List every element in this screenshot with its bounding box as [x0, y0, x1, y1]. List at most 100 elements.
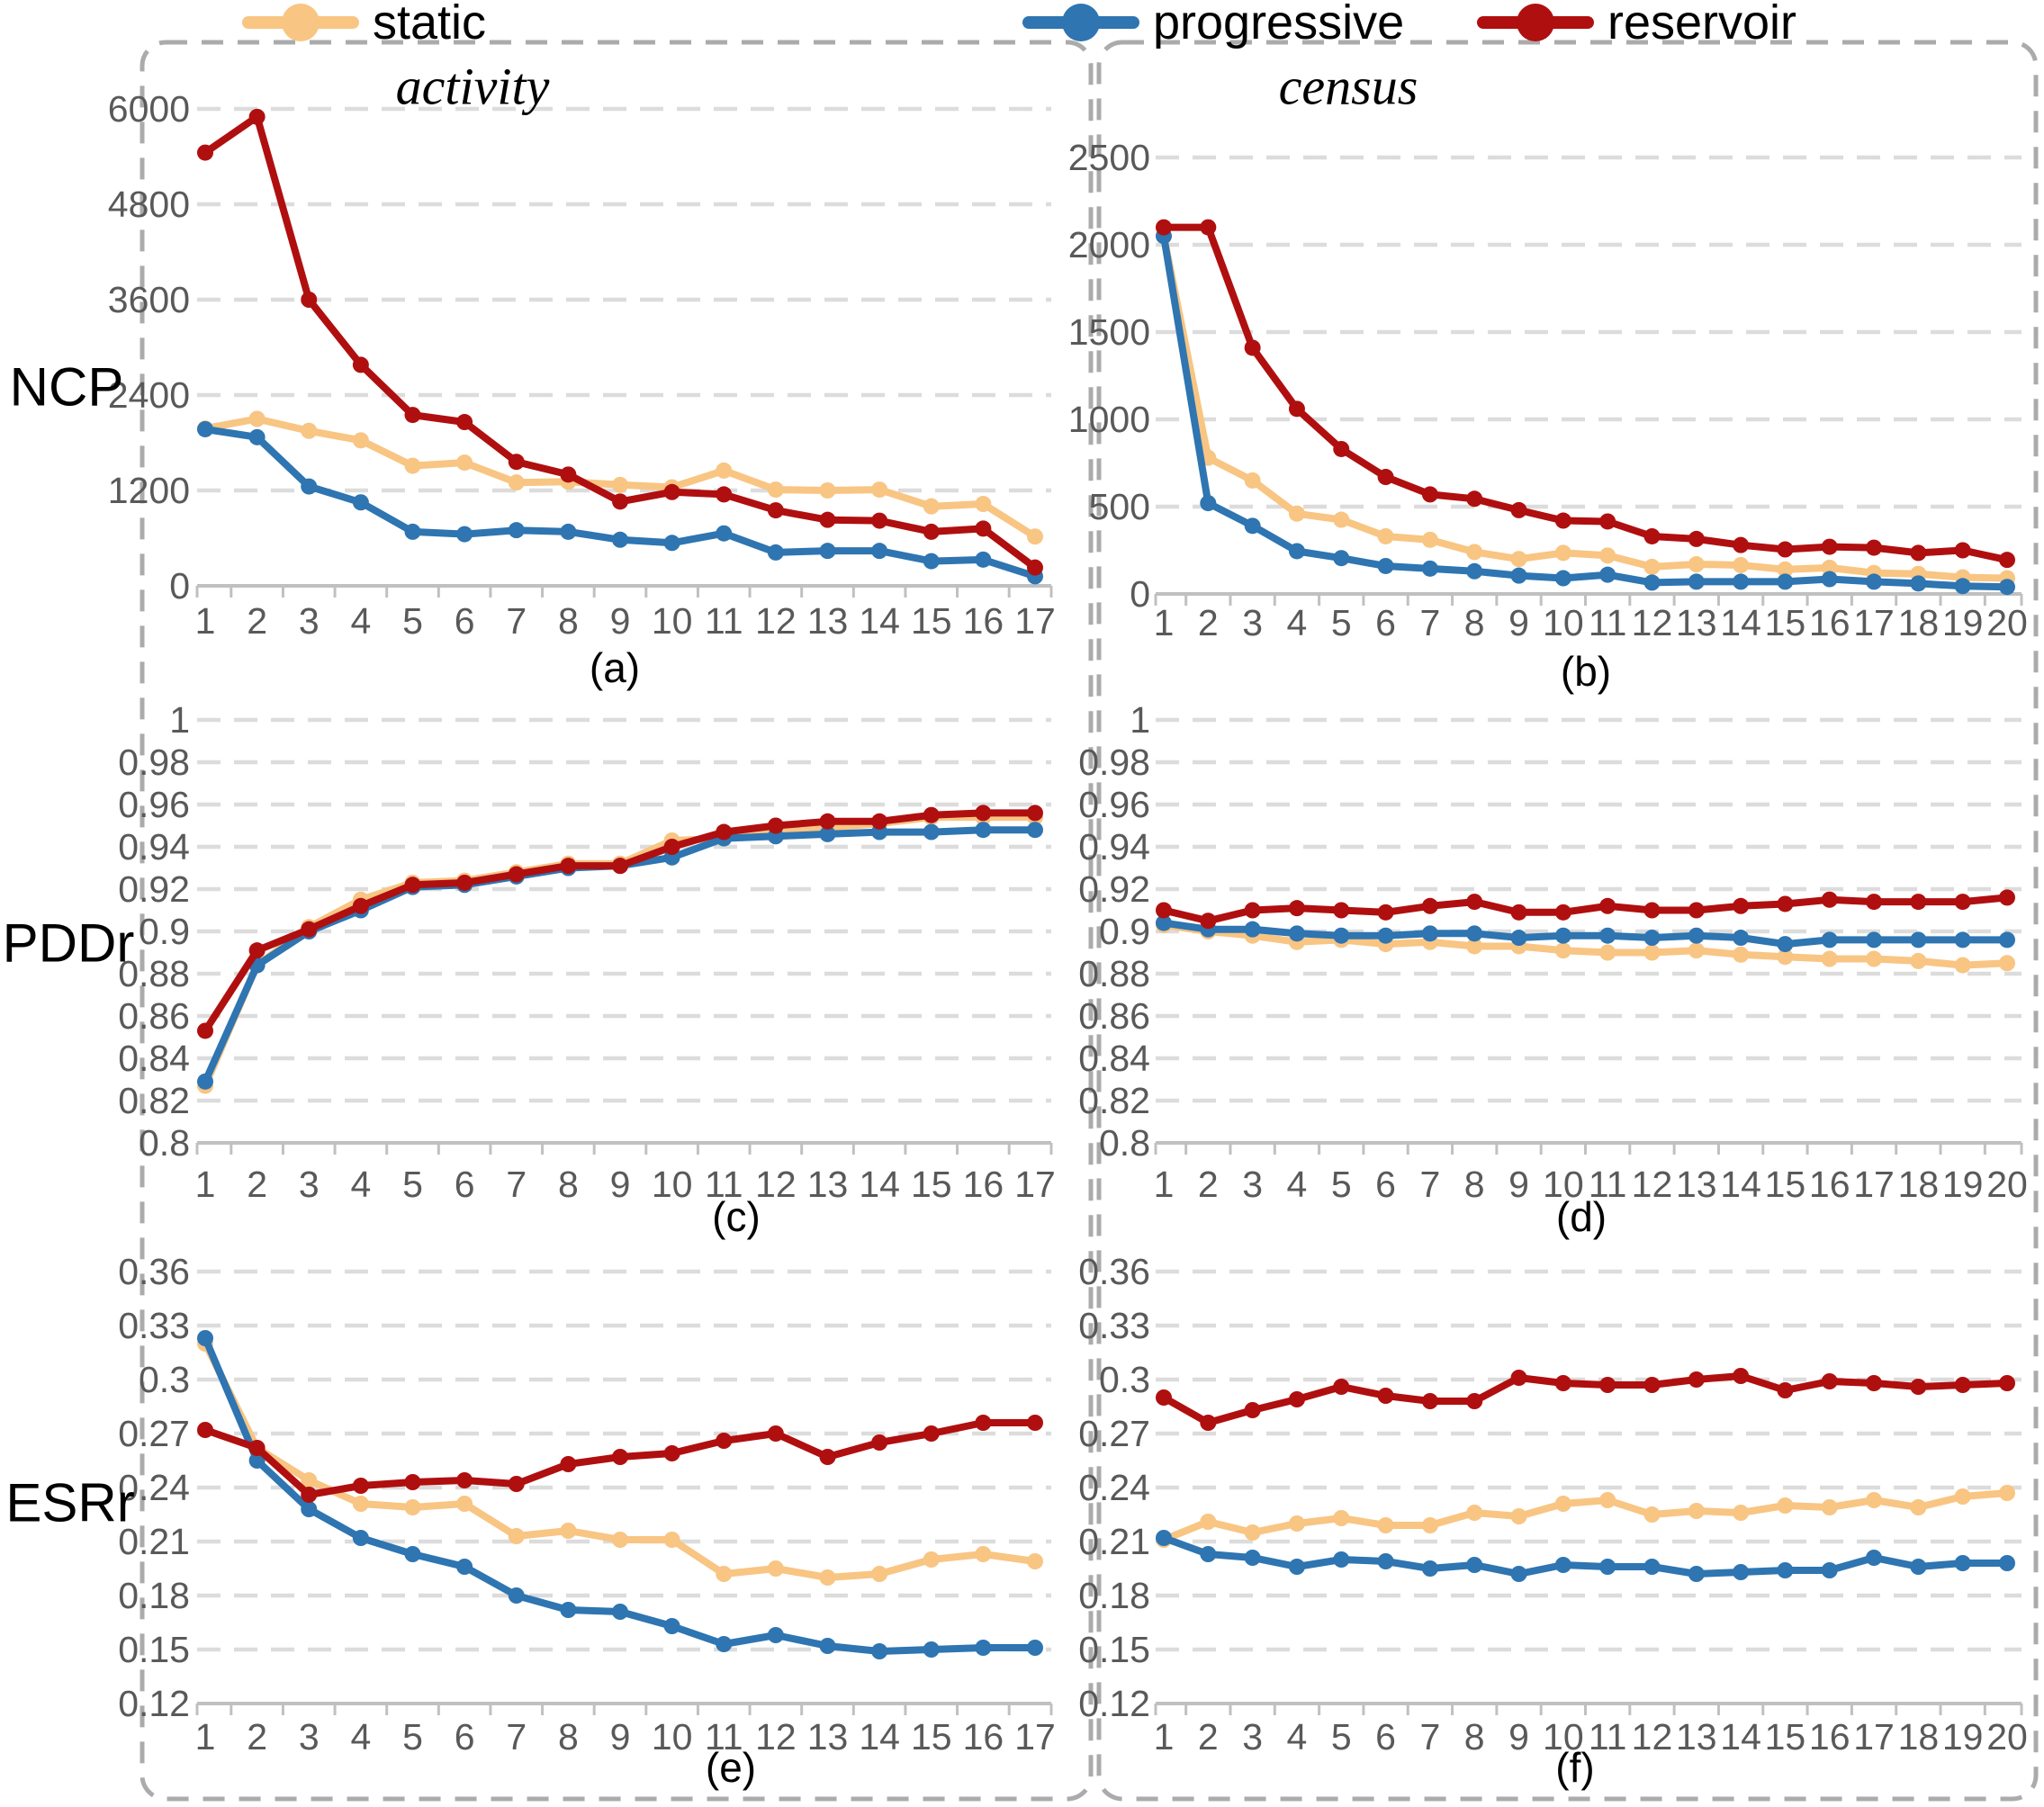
data-point-reservoir [1821, 1373, 1838, 1389]
x-tick-label: 3 [1242, 1164, 1263, 1205]
data-point-static [716, 1566, 733, 1582]
x-tick-label: 7 [1419, 1164, 1440, 1205]
x-tick-label: 9 [1508, 1164, 1529, 1205]
data-point-progressive [508, 522, 525, 539]
data-point-reservoir [1643, 902, 1661, 919]
y-tick-label: 1 [1130, 699, 1150, 741]
data-point-reservoir [1288, 900, 1305, 917]
x-tick-label: 15 [911, 1164, 952, 1205]
data-point-progressive [1643, 930, 1661, 947]
y-tick-label: 0.8 [1099, 1122, 1150, 1164]
x-tick-label: 20 [1986, 1164, 2028, 1205]
caption-b: (b) [1560, 648, 1612, 695]
data-point-static [508, 1528, 525, 1544]
x-tick-label: 5 [402, 1716, 423, 1758]
data-point-reservoir [1377, 904, 1394, 921]
y-tick-label: 0.27 [1078, 1413, 1150, 1454]
x-tick-label: 10 [652, 1716, 693, 1758]
data-point-reservoir [1910, 544, 1927, 562]
legend-entry-progressive: progressive [1022, 0, 1404, 47]
data-point-progressive [456, 526, 473, 543]
data-point-reservoir [767, 1425, 784, 1442]
y-tick-label: 2000 [1068, 224, 1150, 265]
data-point-static [248, 410, 266, 427]
y-tick-label: 0.8 [139, 1122, 190, 1164]
data-point-static [1333, 511, 1350, 528]
x-tick-label: 12 [1632, 1164, 1673, 1205]
data-point-progressive [1244, 921, 1261, 938]
data-point-progressive [819, 1638, 836, 1654]
x-tick-label: 8 [1464, 1716, 1485, 1758]
data-point-reservoir [456, 1472, 473, 1488]
x-tick-label: 6 [1375, 602, 1396, 643]
data-point-reservoir [1999, 1375, 2015, 1391]
data-point-static [612, 1532, 628, 1548]
data-point-progressive [1554, 570, 1571, 587]
data-point-static [456, 1496, 473, 1512]
y-tick-label: 0.3 [1099, 1359, 1150, 1400]
y-tick-label: 0.92 [1078, 868, 1150, 910]
y-tick-label: 0.12 [1078, 1683, 1150, 1724]
data-point-static [1733, 1505, 1750, 1521]
x-tick-label: 19 [1942, 1164, 1984, 1205]
data-point-static [1910, 1499, 1927, 1515]
y-tick-label: 0.33 [118, 1305, 190, 1346]
data-point-reservoir [1027, 805, 1043, 822]
y-tick-label: 0.21 [118, 1521, 190, 1562]
data-point-progressive [1777, 936, 1794, 953]
data-point-progressive [1244, 517, 1261, 535]
y-tick-label: 0.84 [1078, 1038, 1150, 1079]
y-tick-label: 6000 [108, 88, 190, 130]
data-point-static [1599, 547, 1616, 564]
data-point-progressive [1156, 914, 1172, 931]
data-point-progressive [663, 535, 680, 552]
x-tick-label: 10 [1543, 1716, 1584, 1758]
y-tick-label: 0.86 [1078, 995, 1150, 1037]
x-tick-label: 9 [610, 600, 631, 642]
y-tick-label: 0.15 [118, 1629, 190, 1670]
data-point-progressive [1333, 1551, 1350, 1568]
x-tick-label: 5 [402, 1164, 423, 1205]
data-point-reservoir [1333, 440, 1350, 457]
data-point-reservoir [1510, 1370, 1527, 1386]
data-point-progressive [560, 523, 577, 540]
data-point-progressive [352, 494, 369, 511]
y-tick-label: 0.98 [118, 742, 190, 783]
data-point-reservoir [975, 1415, 992, 1431]
data-point-reservoir [871, 1434, 888, 1451]
data-point-progressive [1599, 566, 1616, 583]
data-point-progressive [1866, 931, 1883, 948]
data-point-static [1777, 948, 1794, 966]
data-point-progressive [767, 1627, 784, 1643]
x-tick-label: 16 [963, 600, 1004, 642]
data-point-progressive [975, 1640, 992, 1656]
data-point-reservoir [1999, 889, 2015, 906]
data-point-progressive [1466, 925, 1483, 942]
data-point-static [1244, 1524, 1261, 1541]
x-tick-label: 6 [1375, 1164, 1396, 1205]
x-tick-label: 5 [1331, 602, 1352, 643]
panel-border-census [1096, 40, 2039, 1802]
data-point-reservoir [1954, 894, 1971, 911]
data-point-progressive [560, 1602, 577, 1618]
data-point-static [1821, 1499, 1838, 1515]
data-point-reservoir [663, 483, 680, 500]
data-point-reservoir [560, 1456, 577, 1472]
data-point-reservoir [1288, 400, 1305, 418]
data-point-static [1733, 946, 1750, 963]
data-point-reservoir [1954, 542, 1971, 559]
x-tick-label: 1 [1154, 1164, 1175, 1205]
x-tick-label: 16 [963, 1164, 1004, 1205]
data-point-static [923, 1551, 940, 1568]
data-point-progressive [1244, 1550, 1261, 1566]
data-point-progressive [1599, 927, 1616, 944]
x-tick-label: 17 [1014, 1164, 1056, 1205]
x-tick-label: 11 [705, 600, 743, 642]
x-tick-label: 11 [1589, 1164, 1627, 1205]
x-tick-label: 17 [1853, 1164, 1895, 1205]
data-point-progressive [1554, 927, 1571, 944]
y-tick-label: 0.96 [118, 784, 190, 825]
data-point-progressive [1421, 560, 1438, 577]
x-tick-label: 17 [1014, 600, 1056, 642]
x-tick-label: 7 [1419, 1716, 1440, 1758]
